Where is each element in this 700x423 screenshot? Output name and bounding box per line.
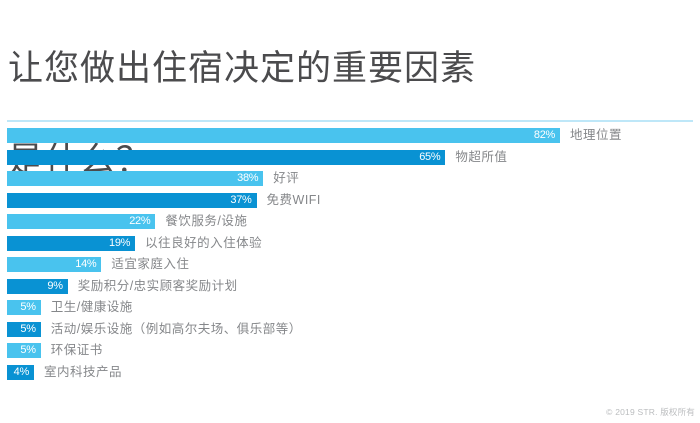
bar-value-label: 14% <box>75 258 97 270</box>
bar: 82% <box>7 128 560 143</box>
bar: 22% <box>7 214 156 229</box>
bar-value-label: 22% <box>129 215 151 227</box>
bar-row: 4% 室内科技产品 <box>7 364 622 380</box>
bar-category-label: 好评 <box>273 171 300 185</box>
bar: 5% <box>7 300 41 315</box>
bar-row: 5% 卫生/健康设施 <box>7 300 622 315</box>
bar-value-label: 4% <box>13 365 30 378</box>
bar-category-label: 免费WIFI <box>266 192 321 207</box>
bar-chart: 82% 地理位置 65% 物超所值 38% 好评 37% 免费WIFI 22% 餐饮服务/设施 19… <box>7 128 622 380</box>
bar-value-label: 5% <box>20 301 36 313</box>
bar-row: 5% 环保证书 <box>7 343 622 358</box>
bar-category-label: 适宜家庭入住 <box>111 257 190 271</box>
bar-value-label: 5% <box>20 322 36 335</box>
bar-value-label: 5% <box>20 344 36 356</box>
bar: 19% <box>7 235 136 251</box>
top-divider-line <box>7 120 693 122</box>
bar: 9% <box>7 278 68 294</box>
bar: 38% <box>7 171 264 186</box>
bar-row: 37% 免费WIFI <box>7 192 622 208</box>
bar-row: 9% 奖励积分/忠实顾客奖励计划 <box>7 278 622 294</box>
bar-row: 5% 活动/娱乐设施（例如高尔夫场、俱乐部等） <box>7 321 622 337</box>
copyright-notice: © 2019 STR. 版权所有 <box>606 407 695 417</box>
bar-value-label: 65% <box>419 150 441 163</box>
bar-category-label: 卫生/健康设施 <box>50 300 133 314</box>
bar-category-label: 奖励积分/忠实顾客奖励计划 <box>77 278 238 293</box>
chart-title-line1: 让您做出住宿决定的重要因素 <box>8 49 477 88</box>
bar-value-label: 38% <box>237 172 259 184</box>
bar-row: 82% 地理位置 <box>7 128 622 143</box>
bar-row: 38% 好评 <box>7 171 622 186</box>
bar-category-label: 以往良好的入住体验 <box>145 235 263 250</box>
bar: 4% <box>7 364 34 380</box>
bar-row: 14% 适宜家庭入住 <box>7 257 622 272</box>
bar-value-label: 82% <box>533 129 555 141</box>
bar-value-label: 37% <box>230 193 252 206</box>
bar-category-label: 环保证书 <box>50 343 103 357</box>
bar-value-label: 19% <box>109 236 131 249</box>
bar-row: 65% 物超所值 <box>7 149 622 165</box>
bar: 5% <box>7 343 41 358</box>
bar-category-label: 物超所值 <box>455 149 508 164</box>
bar-row: 19% 以往良好的入住体验 <box>7 235 622 251</box>
bar-category-label: 室内科技产品 <box>43 364 122 379</box>
bar: 14% <box>7 257 102 272</box>
bar-category-label: 餐饮服务/设施 <box>165 214 248 228</box>
bar: 5% <box>7 321 41 337</box>
bar-category-label: 活动/娱乐设施（例如高尔夫场、俱乐部等） <box>50 321 302 336</box>
bar: 65% <box>7 149 446 165</box>
bar-category-label: 地理位置 <box>570 128 623 142</box>
bar-row: 22% 餐饮服务/设施 <box>7 214 622 229</box>
bar-value-label: 9% <box>47 279 63 292</box>
bar: 37% <box>7 192 257 208</box>
